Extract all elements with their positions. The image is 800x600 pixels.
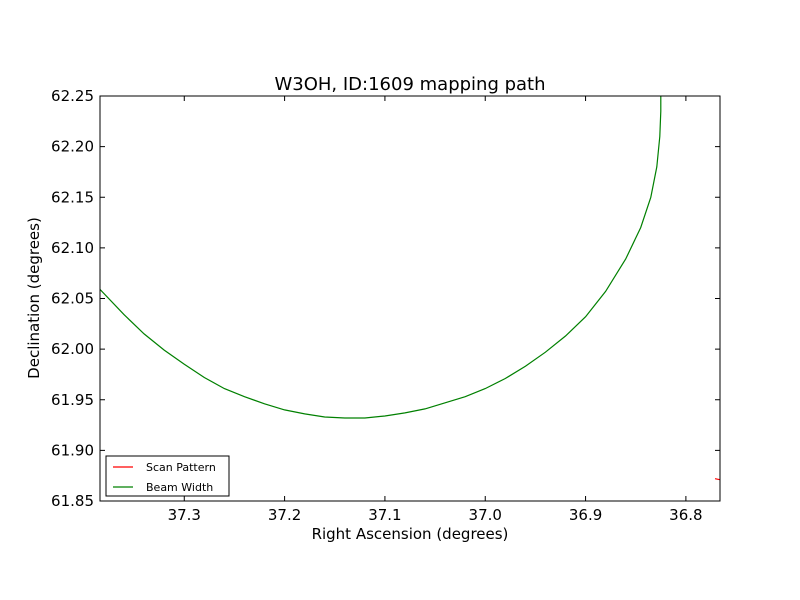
x-tick-label: 36.8 — [669, 506, 702, 524]
x-axis-label: Right Ascension (degrees) — [312, 525, 509, 543]
x-tick-label: 37.0 — [469, 506, 502, 524]
x-tick-label: 37.3 — [168, 506, 201, 524]
y-axis: 61.85 61.90 61.95 62.00 62.05 62.10 62.15 62.20… — [51, 87, 720, 510]
y-tick-label: 61.85 — [51, 492, 94, 510]
y-tick-label: 61.95 — [51, 391, 94, 409]
y-tick-label: 62.20 — [51, 138, 94, 156]
x-tick-label: 36.9 — [569, 506, 602, 524]
y-tick-label: 62.00 — [51, 340, 94, 358]
y-axis-label: Declination (degrees) — [25, 217, 43, 379]
y-tick-label: 62.25 — [51, 87, 94, 105]
x-tick-label: 37.1 — [368, 506, 401, 524]
x-tick-label: 37.2 — [268, 506, 301, 524]
legend-label-beam-width: Beam Width — [146, 481, 213, 494]
y-tick-label: 62.05 — [51, 290, 94, 308]
series-line-scan-pattern — [714, 478, 720, 481]
legend-label-scan-pattern: Scan Pattern — [146, 461, 216, 474]
x-axis: 37.3 37.2 37.1 37.0 36.9 36.8 — [168, 96, 703, 524]
y-tick-label: 62.10 — [51, 239, 94, 257]
y-tick-label: 62.15 — [51, 188, 94, 206]
legend: Scan Pattern Beam Width — [105, 455, 230, 497]
series-line-beam-width — [100, 96, 662, 419]
chart-title: W3OH, ID:1609 mapping path — [274, 74, 545, 95]
legend-box — [105, 455, 230, 497]
y-tick-label: 61.90 — [51, 441, 94, 459]
